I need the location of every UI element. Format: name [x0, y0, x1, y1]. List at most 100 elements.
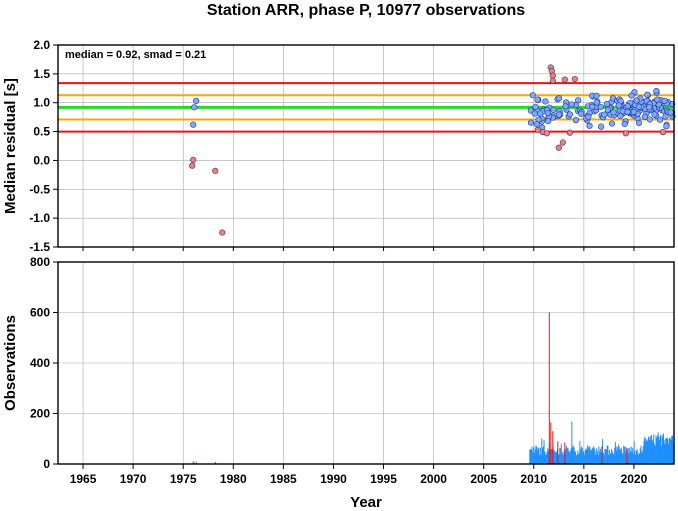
residual-point: [667, 109, 674, 116]
residual-point: [651, 111, 658, 118]
residual-y-tick-label: 1.5: [33, 67, 50, 81]
x-tick-label: 1990: [320, 472, 347, 486]
residual-point: [586, 122, 593, 129]
residual-point: [531, 110, 538, 117]
residual-outlier-point: [190, 156, 197, 163]
x-tick-label: 1980: [220, 472, 247, 486]
observations-y-tick-label: 0: [43, 457, 50, 471]
residual-point: [646, 116, 653, 123]
residual-point: [610, 109, 617, 116]
residual-outlier-point: [659, 129, 667, 136]
residual-point: [529, 92, 536, 99]
residual-point: [534, 96, 541, 103]
residual-outlier-point: [549, 72, 556, 79]
residual-outlier-point: [566, 129, 573, 136]
residual-point: [663, 123, 670, 130]
residual-point: [190, 121, 197, 128]
residual-point: [661, 97, 668, 104]
residual-point: [628, 92, 635, 99]
residual-y-axis-label: Median residual [s]: [2, 78, 19, 214]
residual-point: [572, 117, 580, 124]
residual-point: [617, 112, 624, 120]
residual-outlier-point: [212, 167, 219, 174]
residual-outlier-point: [189, 162, 196, 169]
residual-y-tick-label: 1.0: [33, 96, 50, 110]
residual-y-ticks: 2.0 1.5 1.0 0.5 0.0 -0.5 -1.0 -1.5: [29, 38, 635, 254]
x-tick-label: 1995: [370, 472, 397, 486]
residual-outlier-point: [622, 130, 630, 137]
residual-outlier-point: [549, 77, 556, 84]
residual-point: [566, 111, 574, 118]
observation-bars: [192, 312, 674, 464]
residual-y-tick-label: -1.0: [29, 211, 50, 225]
residual-point: [624, 102, 631, 110]
observations-y-tick-label: 800: [30, 255, 50, 269]
x-tick-label: 2010: [520, 472, 547, 486]
residual-panel: 2.0 1.5 1.0 0.5 0.0 -0.5 -1.0 -1.5 median = 0.9…: [2, 38, 676, 254]
residual-point: [601, 111, 608, 118]
x-tick-label: 1985: [270, 472, 297, 486]
observations-grid: [58, 261, 674, 465]
chart-title: Station ARR, phase P, 10977 observations: [207, 2, 525, 19]
residual-point: [527, 119, 535, 126]
residual-point: [635, 103, 642, 110]
x-tick-label: 2000: [420, 472, 447, 486]
residual-point: [193, 97, 200, 105]
residual-point: [615, 102, 622, 109]
residual-outlier-point: [219, 229, 226, 236]
residual-point: [585, 113, 592, 120]
residual-y-tick-label: -0.5: [29, 182, 50, 196]
residual-y-tick-label: 0.0: [33, 153, 50, 167]
residual-points: [189, 64, 676, 236]
residual-point: [545, 117, 552, 125]
residual-point: [644, 91, 651, 98]
x-tick-label: 1965: [70, 472, 97, 486]
residual-outlier-point: [543, 130, 550, 137]
residual-point: [646, 104, 653, 111]
residual-point: [608, 120, 616, 127]
x-tick-label: 1970: [120, 472, 147, 486]
residual-point: [603, 100, 611, 108]
residual-point: [597, 123, 605, 130]
observations-y-axis-label: Observations: [2, 315, 19, 411]
residual-point: [555, 111, 563, 118]
residual-point: [527, 107, 534, 114]
residual-point: [578, 110, 585, 117]
residual-point: [641, 113, 649, 120]
residual-point: [191, 104, 198, 111]
x-tick-label: 1975: [170, 472, 197, 486]
residual-point: [589, 103, 596, 110]
observations-y-tick-label: 400: [30, 356, 50, 370]
x-tick-label: 2015: [571, 472, 598, 486]
residual-outlier-point: [555, 144, 562, 151]
residual-outlier-point: [534, 126, 541, 133]
residual-grid: [58, 44, 674, 248]
residual-outlier-point: [559, 139, 566, 146]
x-tick-label: 2005: [470, 472, 497, 486]
residual-point: [662, 113, 669, 120]
residual-y-tick-label: 2.0: [33, 38, 50, 52]
observations-y-tick-label: 200: [30, 407, 50, 421]
residual-point: [653, 87, 660, 95]
residual-point: [593, 99, 600, 106]
residual-point: [654, 96, 661, 103]
observations-y-tick-label: 600: [30, 306, 50, 320]
residual-point: [597, 103, 604, 111]
residual-point: [575, 97, 582, 104]
x-axis-label: Year: [350, 494, 382, 511]
residual-point: [550, 106, 557, 113]
residual-frame: [57, 44, 675, 248]
residual-point: [555, 95, 563, 102]
residual-y-tick-label: -1.5: [29, 240, 50, 254]
residual-point: [562, 103, 569, 110]
x-tick-label: 2020: [621, 472, 648, 486]
reference-lines: [58, 82, 674, 133]
residual-point: [656, 116, 664, 123]
residual-point: [568, 101, 575, 108]
residual-point: [532, 103, 539, 110]
residual-outlier-point: [561, 76, 568, 83]
residual-point: [533, 120, 540, 128]
